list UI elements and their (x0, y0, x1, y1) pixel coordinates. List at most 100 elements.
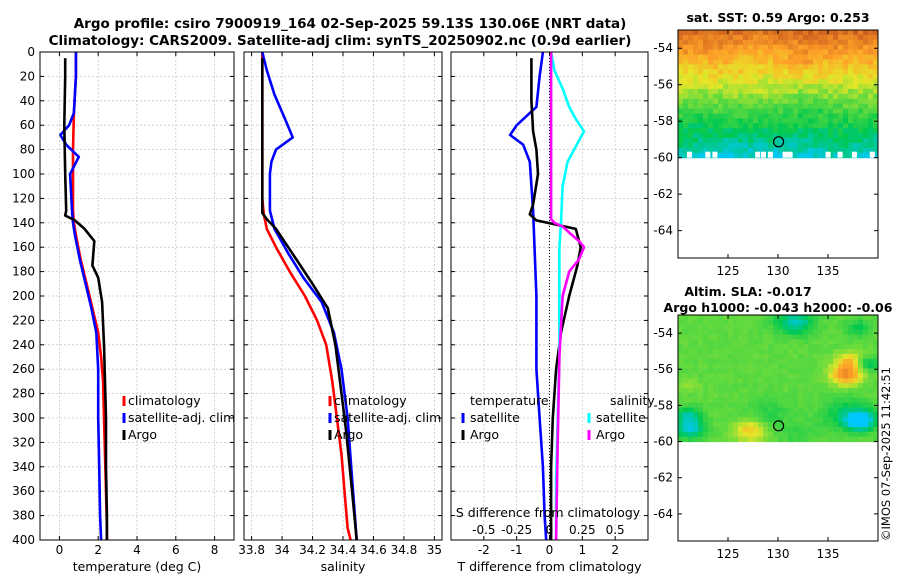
map-cell (838, 368, 844, 374)
map-cell (868, 417, 874, 423)
map-cell (873, 422, 879, 428)
map-cell (753, 59, 759, 65)
map-cell (798, 103, 804, 110)
map-cell (798, 363, 804, 370)
map-cell (873, 358, 879, 365)
map-cell (828, 319, 834, 326)
map-cell (773, 79, 779, 85)
map-cell (808, 436, 814, 443)
map-cell (718, 108, 724, 114)
map-cell (693, 368, 699, 374)
map-cell (718, 34, 724, 41)
map-cell (823, 319, 829, 326)
map-cell (763, 363, 769, 370)
map-cell (678, 123, 684, 129)
map-cell (788, 69, 794, 75)
map-cell (813, 98, 819, 105)
map-cell (713, 49, 719, 55)
map-cell (858, 30, 864, 36)
map-cell (863, 402, 869, 408)
map-cell (748, 431, 754, 438)
map-cell (768, 64, 774, 70)
map-cell (708, 422, 714, 428)
map-cell (703, 123, 709, 129)
map-cell (718, 349, 724, 355)
map-cell (783, 407, 789, 413)
map-cell (798, 54, 804, 60)
map-cell (823, 93, 829, 100)
map-cell (693, 59, 699, 65)
map-cell (763, 436, 769, 443)
map-cell (798, 353, 804, 360)
map-cell (693, 431, 699, 438)
map-cell (808, 373, 814, 379)
map-cell (828, 383, 834, 389)
map-cell (723, 319, 729, 326)
map-cell (803, 64, 809, 70)
map-cell (723, 79, 729, 85)
map-cell (778, 407, 784, 413)
map-cell (863, 427, 869, 433)
x-tick-label: 34.2 (299, 543, 326, 557)
map-cell (838, 397, 844, 404)
map-cell (773, 123, 779, 129)
map-cell (738, 417, 744, 423)
map-cell (698, 88, 704, 95)
map-cell (728, 113, 734, 119)
map-cell (708, 34, 714, 41)
map-cell (728, 69, 734, 75)
map-cell (718, 84, 724, 90)
map-cell (733, 44, 739, 51)
map-cell (768, 147, 774, 154)
map-cell (843, 431, 849, 438)
map-cell (868, 339, 874, 345)
map-cell (818, 339, 824, 345)
map-cell (723, 358, 729, 365)
map-cell (818, 108, 824, 114)
map-cell (828, 339, 834, 345)
map-cell (728, 128, 734, 134)
map-cell (713, 319, 719, 326)
map-cell (768, 363, 774, 370)
map-cell (703, 368, 709, 374)
map-cell (733, 324, 739, 331)
map-cell (853, 368, 859, 374)
map-cell (853, 324, 859, 331)
map-cell (693, 69, 699, 75)
map-cell (733, 59, 739, 65)
map-cell (743, 123, 749, 129)
map-cell (713, 353, 719, 360)
map-cell (768, 44, 774, 51)
map-cell (818, 431, 824, 438)
map-cell (793, 113, 799, 119)
map-cell (753, 329, 759, 335)
y-tick-label: 320 (12, 435, 35, 449)
y-tick-label: -60 (653, 151, 673, 165)
map-cell (763, 74, 769, 80)
map-cell (808, 30, 814, 36)
map-cell (808, 152, 814, 159)
map-cell (703, 34, 709, 41)
map-cell (873, 324, 879, 331)
map-cell (858, 422, 864, 428)
map-cell (773, 436, 779, 443)
map-cell (713, 402, 719, 408)
sst-map-title: sat. SST: 0.59 Argo: 0.253 (686, 10, 869, 25)
map-cell (688, 74, 694, 80)
map-cell (838, 383, 844, 389)
map-cell (753, 34, 759, 41)
map-cell (778, 412, 784, 418)
map-cell (753, 407, 759, 413)
map-cell (713, 388, 719, 394)
map-cell (823, 34, 829, 41)
map-cell (793, 349, 799, 355)
y-tick-label: 140 (12, 216, 35, 230)
map-cell (758, 118, 764, 124)
map-cell (738, 383, 744, 389)
map-cell (753, 108, 759, 114)
map-cell (798, 93, 804, 100)
map-cell (863, 39, 869, 46)
map-cell (723, 49, 729, 55)
map-cell (833, 123, 839, 129)
map-cell (823, 353, 829, 360)
